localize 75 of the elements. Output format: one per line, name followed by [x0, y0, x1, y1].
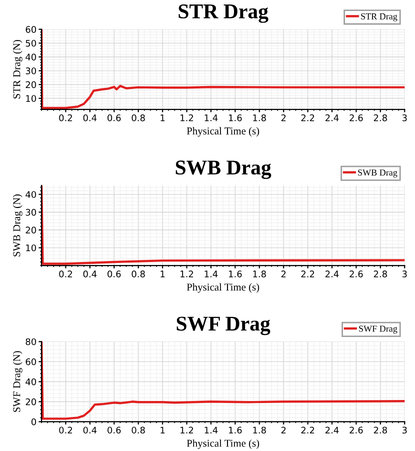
x-axis-title: Physical Time (s): [186, 283, 260, 293]
y-tick-label: 40: [26, 54, 36, 60]
y-tick-label: 80: [26, 338, 36, 346]
x-tick-label: 0.8: [132, 114, 145, 122]
x-tick-label: 0.4: [83, 426, 97, 434]
x-tick-label: 1: [160, 270, 165, 278]
x-tick-label: 1.4: [204, 270, 218, 278]
x-tick-label: 1.6: [228, 114, 242, 122]
x-tick-label: 2.8: [374, 426, 387, 434]
y-tick-label: 50: [26, 40, 36, 47]
y-axis-title: STR Drag (N): [12, 40, 22, 98]
x-tick-label: 2.6: [350, 114, 363, 122]
x-tick-label: 2.4: [325, 270, 339, 278]
line-series: [42, 342, 405, 420]
x-axis-title: Physical Time (s): [186, 127, 260, 137]
x-tick-label: 0.6: [108, 114, 121, 122]
y-tick-label: 20: [26, 398, 36, 406]
x-tick-label: 1.2: [180, 114, 194, 122]
x-tick-label: 2.8: [374, 114, 387, 122]
x-tick-label: 0.2: [59, 114, 72, 122]
y-axis-title: SWF Drag (N): [12, 351, 22, 412]
y-tick-label: 60: [26, 358, 36, 366]
x-tick-label: 3: [402, 426, 407, 434]
x-tick-label: 1.4: [204, 114, 218, 122]
x-tick-label: 1.2: [180, 426, 194, 434]
x-tick-label: 0.6: [108, 270, 121, 278]
x-tick-label: 2.8: [374, 270, 387, 278]
x-tick-label: 2: [281, 270, 286, 278]
x-tick-label: 1.8: [253, 270, 266, 278]
line-series: [42, 29, 405, 110]
y-tick-label: 10: [26, 244, 36, 252]
line-series: [42, 185, 405, 265]
x-tick-label: 0.8: [132, 426, 145, 434]
x-tick-label: 1: [160, 426, 165, 434]
legend-label: STR Drag: [361, 13, 398, 22]
x-tick-label: 1.4: [204, 426, 218, 434]
y-tick-label: 30: [26, 208, 36, 216]
x-tick-label: 0.2: [59, 270, 72, 278]
x-tick-label: 1.8: [253, 114, 266, 122]
x-tick-label: 0.4: [83, 270, 97, 278]
y-tick-label: 0: [31, 418, 36, 426]
x-tick-label: 2.6: [350, 426, 363, 434]
x-tick-label: 2: [281, 114, 286, 122]
x-axis-title: Physical Time (s): [186, 439, 260, 449]
x-tick-label: 2.2: [301, 114, 314, 122]
y-axis-title: SWB Drag (N): [12, 194, 22, 256]
x-tick-label: 1.2: [180, 270, 194, 278]
x-tick-label: 1.8: [253, 426, 266, 434]
chart-title: SWB Drag: [176, 160, 272, 179]
y-tick-label: 30: [26, 67, 36, 74]
y-tick-label: 40: [26, 378, 36, 386]
x-tick-label: 2.2: [301, 270, 314, 278]
x-tick-label: 0.6: [108, 426, 121, 434]
x-tick-label: 3: [402, 114, 407, 122]
x-tick-label: 2.2: [301, 426, 314, 434]
x-tick-label: 3: [402, 270, 407, 278]
y-tick-label: 40: [26, 191, 36, 198]
x-tick-label: 1.6: [228, 270, 242, 278]
x-tick-label: 2: [281, 426, 286, 434]
x-tick-label: 0.4: [83, 114, 97, 122]
x-tick-label: 0.2: [59, 426, 72, 434]
y-tick-label: 60: [26, 26, 36, 33]
legend-label: SWF Drag: [359, 326, 398, 334]
x-tick-label: 1: [160, 114, 165, 122]
y-tick-label: 20: [26, 81, 36, 88]
x-tick-label: 1.6: [228, 426, 242, 434]
x-tick-label: 2.4: [325, 426, 339, 434]
legend-label: SWB Drag: [358, 170, 398, 178]
y-tick-label: 10: [26, 95, 36, 102]
chart-title: STR Drag: [178, 4, 268, 23]
y-tick-label: 20: [26, 226, 36, 234]
x-tick-label: 2.4: [325, 114, 339, 122]
chart-title: SWF Drag: [176, 316, 270, 336]
x-tick-label: 2.6: [350, 270, 363, 278]
x-tick-label: 0.8: [132, 270, 145, 278]
